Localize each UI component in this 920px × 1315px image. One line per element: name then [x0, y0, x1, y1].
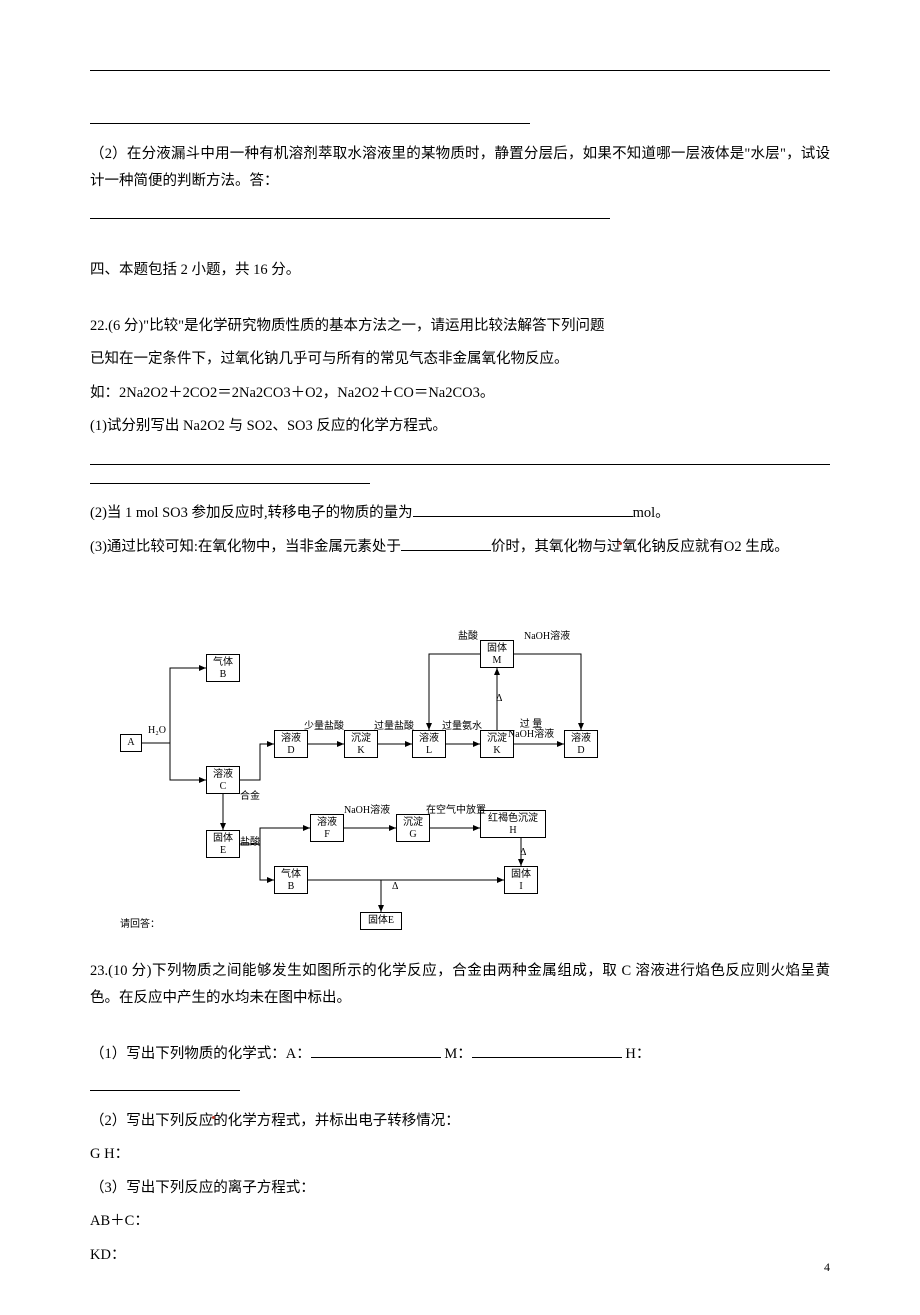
q21-blank-1	[90, 107, 830, 135]
q23-sub1-H: H：	[622, 1046, 651, 1062]
q22-line2: 已知在一定条件下，过氧化钠几乎可与所有的常见气态非金属氧化物反应。	[90, 346, 830, 374]
q21-sub2: （2）在分液漏斗中用一种有机溶剂萃取水溶液里的某物质时，静置分层后，如果不知道哪…	[90, 141, 830, 196]
answer-blank	[472, 1044, 622, 1058]
flow-edge-label: 合金	[240, 792, 260, 802]
answer-blank	[90, 1077, 240, 1091]
page-number: 4	[824, 1260, 830, 1275]
flow-edge-label: H₂O	[148, 726, 166, 736]
header-rule	[90, 70, 830, 71]
answer-blank	[90, 447, 830, 465]
flow-node-B1: 气体B	[206, 654, 240, 682]
flow-node-F: 溶液F	[310, 814, 344, 842]
q22-blank-row2	[90, 467, 830, 495]
q21-blank-2	[90, 202, 830, 230]
flow-edge	[240, 744, 274, 780]
accent-dot	[212, 1116, 215, 1119]
q23-sub1-blank-h	[90, 1074, 830, 1102]
reaction-flowchart: A气体B溶液C固体E溶液D沉淀K溶液L沉淀K溶液D固体M溶液F沉淀G红褐色沉淀H…	[90, 604, 650, 944]
answer-blank	[311, 1044, 441, 1058]
flow-edge-label: 盐酸	[458, 632, 478, 642]
q22-sub3: (3)通过比较可知:在氧化物中，当非金属元素处于 价时，其氧化物与过氧化钠反应就有…	[90, 534, 830, 562]
q23-sub1: （1）写出下列物质的化学式：A： M： H：	[90, 1041, 830, 1069]
page: （2）在分液漏斗中用一种有机溶剂萃取水溶液里的某物质时，静置分层后，如果不知道哪…	[0, 0, 920, 1315]
flow-node-E2: 固体E	[360, 912, 402, 930]
flow-node-B2: 气体B	[274, 866, 308, 894]
q23-kd: KD：	[90, 1242, 830, 1270]
flow-edge-label: 少量盐酸	[304, 722, 344, 732]
q23-gh: G H：	[90, 1141, 830, 1169]
flowchart-edges	[90, 604, 650, 944]
flow-edge	[381, 880, 504, 912]
q23-sub2: （2）写出下列反应的化学方程式，并标出电子转移情况：	[90, 1108, 830, 1136]
flow-edge-label: 请回答：	[120, 920, 160, 930]
answer-blank	[401, 537, 491, 551]
section-4-heading: 四、本题包括 2 小题，共 16 分。	[90, 257, 830, 285]
flow-edge-label: 盐酸	[240, 838, 260, 848]
q22-title: 22.(6 分)"比较"是化学研究物质性质的基本方法之一，请运用比较法解答下列问…	[90, 313, 830, 341]
q22-sub2-suffix: mol。	[633, 505, 670, 521]
answer-blank	[90, 110, 530, 124]
flow-node-M: 固体M	[480, 640, 514, 668]
q22-sub2-prefix: (2)当 1 mol SO3 参加反应时,转移电子的物质的量为	[90, 505, 413, 521]
flow-node-I: 固体I	[504, 866, 538, 894]
flow-edge-label: NaOH溶液	[524, 632, 570, 642]
answer-blank	[90, 205, 610, 219]
flow-node-C: 溶液C	[206, 766, 240, 794]
flow-edge-label: 过量氨水	[442, 722, 482, 732]
q22-sub1: (1)试分别写出 Na2O2 与 SO2、SO3 反应的化学方程式。	[90, 413, 830, 441]
flow-node-H: 红褐色沉淀H	[480, 810, 546, 838]
flow-edge	[429, 654, 480, 730]
q23-sub1-M: M：	[441, 1046, 472, 1062]
flow-node-D1: 溶液D	[274, 730, 308, 758]
flow-edge-label: 在空气中放置	[426, 806, 486, 816]
flow-node-L: 溶液L	[412, 730, 446, 758]
flow-edge	[240, 844, 274, 880]
flow-node-A: A	[120, 734, 142, 752]
flow-edge-label: Δ	[496, 694, 502, 704]
flow-node-G: 沉淀G	[396, 814, 430, 842]
q23-intro: 23.(10 分)下列物质之间能够发生如图所示的化学反应，合金由两种金属组成，取…	[90, 958, 830, 1013]
q22-sub3-prefix: (3)通过比较可知:在氧化物中，当非金属元素处于	[90, 539, 401, 555]
q22-line3: 如：2Na2O2＋2CO2＝2Na2CO3＋O2，Na2O2＋CO＝Na2CO3…	[90, 380, 830, 408]
q23-sub2-text: （2）写出下列反应的化学方程式，并标出电子转移情况：	[90, 1113, 460, 1129]
flow-node-E: 固体E	[206, 830, 240, 858]
flow-edge-label: Δ	[520, 848, 526, 858]
flow-node-D2: 溶液D	[564, 730, 598, 758]
q22-sub3-suffix: 氧化钠反应就有O2 生成。	[622, 539, 788, 555]
q23-sub1-prefix: （1）写出下列物质的化学式：A：	[90, 1046, 311, 1062]
answer-blank	[413, 503, 633, 517]
q23-abc: AB＋C：	[90, 1208, 830, 1236]
flow-edge-label: 过量盐酸	[374, 722, 414, 732]
q22-sub2: (2)当 1 mol SO3 参加反应时,转移电子的物质的量为 mol。	[90, 500, 830, 528]
flow-edge-label: Δ	[392, 882, 398, 892]
flow-node-K1: 沉淀K	[344, 730, 378, 758]
flow-edge-label: NaOH溶液	[344, 806, 390, 816]
flow-edge-label: 过 量NaOH溶液	[508, 720, 554, 740]
q23-sub3: （3）写出下列反应的离子方程式：	[90, 1175, 830, 1203]
answer-blank	[90, 470, 370, 484]
q22-sub3-mid: 价时，其氧化物与过	[491, 539, 622, 555]
flow-edge	[142, 743, 206, 780]
